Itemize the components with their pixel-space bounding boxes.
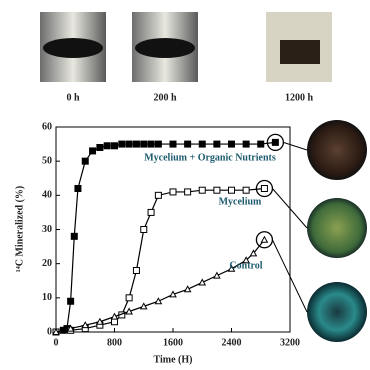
marker <box>75 186 81 192</box>
x-tick-label: 1600 <box>163 337 183 348</box>
y-tick-label: 20 <box>42 258 52 269</box>
marker <box>97 145 103 151</box>
marker <box>133 141 139 147</box>
marker <box>199 279 205 285</box>
photo-label: 200 h <box>153 92 177 103</box>
y-tick-label: 50 <box>42 155 52 166</box>
marker <box>71 233 77 239</box>
series-line <box>56 240 264 332</box>
marker <box>148 141 154 147</box>
marker <box>214 273 220 279</box>
marker <box>261 237 267 243</box>
annotation: Mycelium + Organic Nutrients <box>144 152 276 163</box>
marker <box>68 298 74 304</box>
marker <box>141 141 147 147</box>
marker <box>126 141 132 147</box>
marker <box>229 141 235 147</box>
annotation: Mycelium <box>219 196 262 207</box>
x-tick-label: 2400 <box>222 337 242 348</box>
marker <box>170 189 176 195</box>
marker <box>214 141 220 147</box>
x-tick-label: 3200 <box>280 337 300 348</box>
y-tick-label: 30 <box>42 224 52 235</box>
marker <box>155 141 161 147</box>
connector <box>283 142 307 150</box>
y-tick-label: 40 <box>42 190 52 201</box>
marker <box>112 143 118 149</box>
marker <box>133 268 139 274</box>
marker <box>185 286 191 292</box>
marker <box>272 139 278 145</box>
y-tick-label: 60 <box>42 121 52 132</box>
marker <box>229 187 235 193</box>
x-tick-label: 0 <box>54 337 59 348</box>
marker <box>112 319 118 325</box>
x-axis-label: Time (H) <box>154 354 193 365</box>
marker <box>261 186 267 192</box>
marker <box>243 141 249 147</box>
marker <box>185 189 191 195</box>
y-tick-label: 10 <box>42 292 52 303</box>
x-tick-label: 800 <box>107 337 122 348</box>
figure: 0 h 200 h 1200 h Time (H) ¹⁴C Mineralize… <box>0 0 370 370</box>
marker <box>258 141 264 147</box>
marker <box>148 209 154 215</box>
marker <box>82 158 88 164</box>
marker <box>199 141 205 147</box>
marker <box>90 148 96 154</box>
photo-label: 1200 h <box>285 92 314 103</box>
y-tick-label: 0 <box>47 326 52 337</box>
series-line <box>56 142 275 332</box>
marker <box>185 141 191 147</box>
photo-label: 0 h <box>66 92 80 103</box>
marker <box>170 141 176 147</box>
marker <box>214 187 220 193</box>
photos <box>40 12 367 342</box>
marker <box>141 227 147 233</box>
marker <box>119 141 125 147</box>
marker <box>199 187 205 193</box>
y-axis-label: ¹⁴C Mineralized (%) <box>14 186 25 273</box>
marker <box>155 192 161 198</box>
annotation: Control <box>229 260 262 271</box>
marker <box>155 298 161 304</box>
marker <box>104 143 110 149</box>
marker <box>243 187 249 193</box>
marker <box>126 295 132 301</box>
